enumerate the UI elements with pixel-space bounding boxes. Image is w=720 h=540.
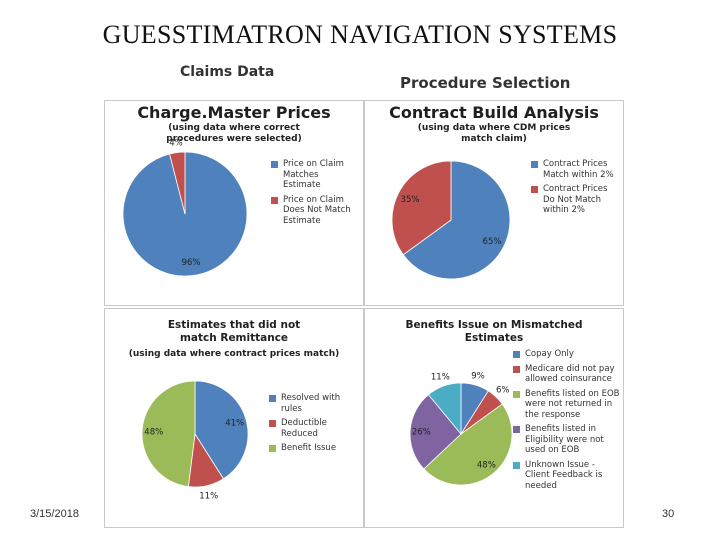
legend-label: Medicare did not pay allowed coinsurance	[525, 363, 615, 385]
pie-data-label: 9%	[471, 371, 485, 381]
pie-data-label: 6%	[496, 386, 510, 396]
legend-label: Price on Claim Matches Estimate	[283, 159, 344, 190]
legend-item: Contract Prices Do Not Match within 2%	[531, 184, 615, 216]
pie-data-label: 65%	[483, 237, 502, 247]
chart-title: Contract Build Analysis	[389, 103, 599, 122]
legend-item: Deductible Reduced	[269, 418, 359, 439]
pie-chart-svg: 65% 35%	[391, 160, 511, 280]
pie-data-label: 11%	[199, 491, 218, 501]
legend-item: Benefits listed in Eligibility were not …	[513, 424, 621, 456]
pie-data-label: 48%	[477, 461, 496, 471]
chart-note: (using data where correct procedures wer…	[166, 123, 302, 144]
legend-item: Benefit Issue	[269, 443, 359, 454]
pie-chart-svg: 96% 4%	[122, 139, 248, 277]
legend-swatch	[513, 365, 520, 373]
pie-data-label: 48%	[144, 427, 163, 437]
chart-note: (using data where contract prices match)	[128, 349, 340, 359]
chart-panel-chargemaster: Charge.Master Prices (using data where c…	[104, 100, 364, 306]
legend-swatch	[513, 426, 520, 433]
legend-label: Unknown Issue - Client Feedback is neede…	[525, 459, 603, 491]
legend-label: Contract Prices Do Not Match within 2%	[543, 184, 608, 215]
legend-swatch	[531, 161, 538, 168]
pie-data-label: 41%	[225, 418, 244, 428]
chart-legend: Contract Prices Match within 2% Contract …	[531, 159, 615, 220]
legend-swatch	[513, 461, 520, 469]
pie-slice	[427, 382, 462, 436]
chart-panel-remittance: Estimates that did not match Remittance …	[104, 308, 364, 528]
pie-slice	[391, 160, 452, 256]
pie-chart-svg: 41% 11% 48%	[141, 380, 249, 501]
legend-label: Benefit Issue	[281, 443, 337, 453]
pie-slice	[169, 151, 186, 215]
legend-swatch	[513, 390, 520, 398]
pie-chart-svg: 9% 6% 48% 26% 11%	[409, 371, 513, 486]
chart-legend: Copay Only Medicare did not pay allowed c…	[513, 349, 621, 495]
chart-legend: Resolved with rules Deductible Reduced Ben…	[269, 393, 359, 458]
chart-title: Estimates that did not match Remittance	[167, 319, 301, 344]
legend-item: Unknown Issue - Client Feedback is neede…	[513, 460, 621, 492]
legend-item: Resolved with rules	[269, 393, 359, 414]
chart-title: Charge.Master Prices	[137, 103, 331, 122]
procedure-selection-heading: Procedure Selection	[400, 74, 571, 92]
legend-item: Copay Only	[513, 349, 621, 360]
pie-data-label: 96%	[182, 258, 201, 268]
chart-panel-contract-build: Contract Build Analysis (using data wher…	[364, 100, 624, 306]
pie-data-label: 35%	[401, 195, 420, 205]
legend-label: Benefits listed in Eligibility were not …	[525, 424, 604, 455]
legend-item: Medicare did not pay allowed coinsurance	[513, 364, 621, 385]
legend-swatch	[271, 196, 278, 204]
pie-data-label: 11%	[431, 373, 450, 383]
page-number: 30	[662, 508, 675, 520]
pie-slice	[409, 394, 462, 470]
chart-panel-benefits-issue: Benefits Issue on Mismatched Estimates 9…	[364, 308, 624, 528]
legend-label: Benefits listed on EOB were not returned…	[525, 388, 620, 420]
pie-data-label: 4%	[169, 139, 183, 149]
chart-legend: Price on Claim Matches Estimate Price on …	[271, 159, 355, 230]
legend-label: Deductible Reduced	[281, 418, 327, 439]
legend-item: Price on Claim Matches Estimate	[271, 159, 355, 191]
slide-date: 3/15/2018	[30, 508, 79, 520]
pie-slice	[423, 403, 513, 486]
pie-slice	[402, 160, 511, 280]
chart-note: (using data where CDM prices match claim…	[417, 123, 571, 144]
legend-item: Benefits listed on EOB were not returned…	[513, 389, 621, 421]
claims-data-heading: Claims Data	[180, 64, 275, 80]
pie-data-label: 26%	[412, 428, 431, 438]
chart-title: Benefits Issue on Mismatched Estimates	[405, 319, 583, 344]
legend-label: Price on Claim Does Not Match Estimate	[283, 194, 351, 226]
legend-item: Contract Prices Match within 2%	[531, 159, 615, 180]
legend-swatch	[271, 161, 278, 168]
legend-swatch	[269, 420, 276, 427]
legend-label: Resolved with rules	[281, 393, 341, 414]
legend-swatch	[531, 186, 538, 193]
pie-slice	[141, 380, 196, 488]
slide-title: GUESSTIMATRON NAVIGATION SYSTEMS	[102, 20, 618, 49]
legend-swatch	[269, 395, 276, 402]
legend-item: Price on Claim Does Not Match Estimate	[271, 195, 355, 227]
legend-swatch	[513, 351, 520, 358]
legend-swatch	[269, 445, 276, 452]
legend-label: Contract Prices Match within 2%	[543, 159, 614, 180]
legend-label: Copay Only	[525, 349, 574, 359]
